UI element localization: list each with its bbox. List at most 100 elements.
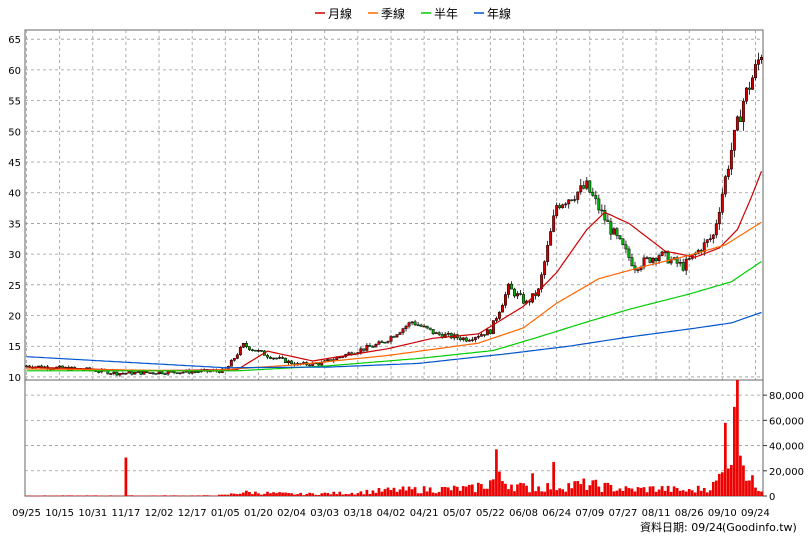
volume-bar — [531, 473, 534, 496]
volume-bar — [452, 485, 456, 496]
volume-bar — [648, 486, 652, 496]
ma-line-半年 — [26, 261, 762, 372]
candle-body — [326, 359, 330, 362]
volume-bar — [669, 491, 673, 496]
candle-body — [747, 87, 751, 90]
volume-bar — [720, 472, 724, 496]
candle-body — [678, 262, 682, 264]
volume-bar — [636, 487, 640, 496]
candle-body — [145, 371, 149, 373]
candle-body — [217, 370, 221, 373]
candle-body — [603, 210, 607, 221]
price-tick-label: 65 — [8, 35, 21, 46]
volume-bar — [145, 495, 149, 497]
volume-bar — [208, 495, 212, 496]
candle-body — [723, 176, 727, 195]
candle-body — [630, 257, 634, 267]
candle-body — [636, 269, 640, 271]
candle-body — [702, 242, 706, 253]
candle-body — [717, 211, 721, 225]
candle-body — [190, 371, 194, 374]
volume-bar — [549, 489, 552, 496]
volume-bar — [711, 481, 715, 496]
candle-body — [127, 371, 131, 374]
volume-bar — [612, 491, 616, 496]
x-tick-label: 08/11 — [642, 508, 671, 519]
volume-bar — [124, 457, 128, 496]
volume-bar — [112, 495, 116, 497]
candle-body — [250, 349, 254, 351]
candle-body — [633, 265, 637, 271]
volume-tick-label: 40,000 — [769, 442, 804, 453]
x-tick-label: 08/26 — [675, 508, 704, 519]
volume-bar — [31, 495, 34, 497]
volume-bar — [543, 491, 546, 496]
volume-bar — [52, 495, 55, 497]
candle-body — [618, 235, 622, 240]
volume-bar — [163, 495, 167, 496]
volume-bar — [347, 494, 351, 496]
candle-body — [377, 341, 381, 345]
candle-body — [112, 371, 116, 374]
volume-bar — [232, 493, 236, 496]
volume-bar — [257, 493, 260, 496]
candle-body — [130, 371, 134, 375]
volume-bar — [109, 495, 113, 496]
candle-body — [136, 371, 140, 373]
price-tick-label: 45 — [8, 158, 21, 169]
volume-bar — [40, 495, 43, 497]
candle-body — [651, 257, 655, 263]
candle-body — [615, 228, 619, 236]
candle-body — [744, 87, 748, 102]
volume-bar — [133, 495, 137, 497]
candle-body — [281, 357, 285, 359]
volume-bar — [184, 495, 188, 497]
candle-body — [256, 350, 260, 352]
volume-bar — [693, 492, 697, 496]
candle-body — [735, 116, 739, 131]
candle-body — [612, 228, 616, 235]
candle-body — [561, 204, 565, 209]
volume-tick-label: 80,000 — [769, 391, 804, 402]
candle-body — [567, 199, 571, 205]
volume-bar — [223, 494, 227, 496]
candle-body — [380, 341, 384, 343]
volume-bar — [404, 490, 408, 496]
volume-bar — [392, 487, 396, 496]
volume-tick-label: 0 — [769, 492, 775, 503]
candle-body — [175, 372, 179, 374]
volume-bar — [296, 494, 299, 496]
volume-bar — [690, 490, 694, 496]
volume-bar — [416, 493, 420, 496]
volume-bar — [106, 495, 110, 497]
candle-body — [503, 294, 507, 306]
volume-bar — [239, 493, 242, 496]
volume-bar — [311, 493, 315, 496]
candle-body — [488, 329, 492, 335]
candle-body — [178, 372, 182, 374]
volume-bar — [320, 493, 324, 496]
volume-bar — [338, 491, 342, 496]
price-tick-label: 10 — [8, 373, 21, 384]
volume-bar — [154, 495, 158, 497]
volume-bar — [428, 487, 432, 496]
volume-bar — [398, 489, 402, 496]
volume-bar — [103, 495, 107, 497]
volume-bar — [552, 461, 556, 496]
candle-body — [491, 320, 495, 335]
candle-body — [757, 59, 760, 65]
volume-bar — [193, 495, 197, 497]
volume-bar — [245, 490, 248, 496]
volume-bar — [97, 495, 101, 497]
volume-bar — [374, 492, 378, 496]
volume-bar — [175, 495, 179, 496]
candle-body — [157, 371, 161, 375]
candle-body — [407, 322, 411, 327]
volume-bar — [214, 495, 218, 497]
volume-bar — [736, 380, 739, 496]
candle-body — [645, 257, 649, 259]
price-tick-label: 55 — [8, 97, 21, 108]
volume-bar — [558, 488, 562, 496]
candle-body — [413, 321, 417, 326]
candle-body — [142, 371, 146, 375]
